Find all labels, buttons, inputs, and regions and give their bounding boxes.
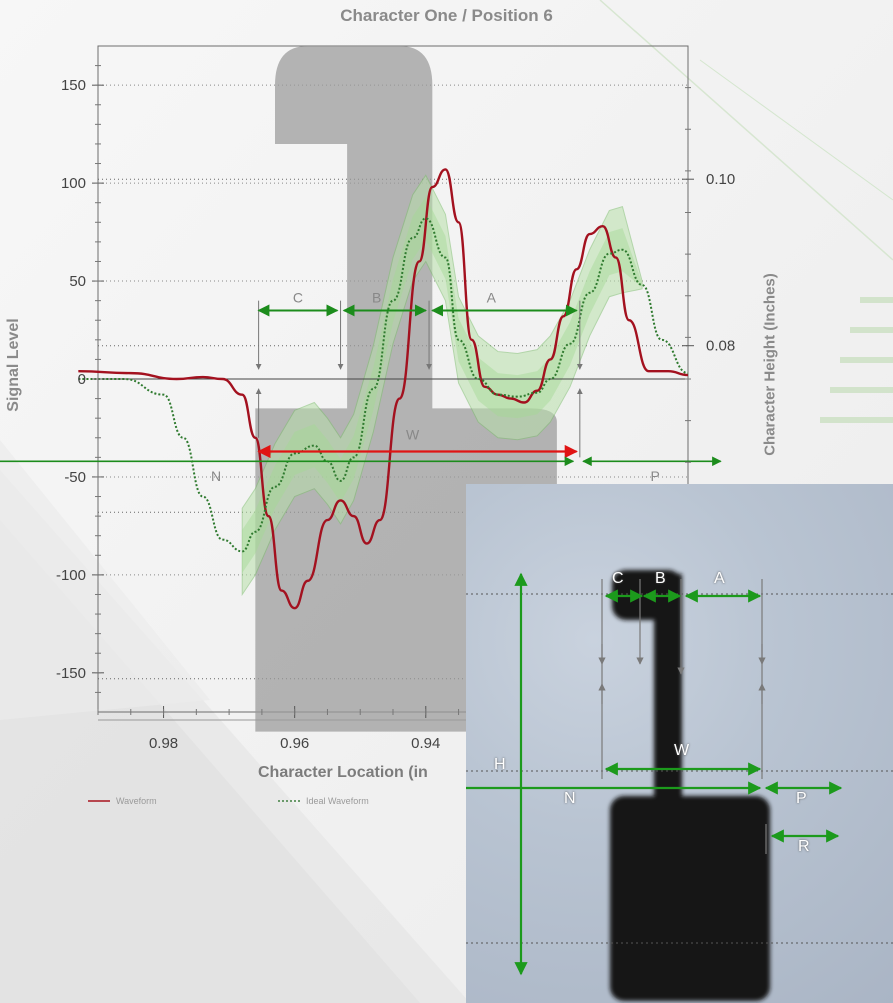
legend-waveform-swatch: [88, 800, 110, 802]
segment-annotations: C B A W N P: [0, 290, 722, 484]
inset-label-p: P: [796, 790, 807, 807]
x-axis-label: Character Location (in: [258, 764, 428, 781]
chart-title: Character One / Position 6: [340, 6, 553, 25]
left-tick-label: -50: [64, 469, 86, 486]
legend-waveform-label: Waveform: [116, 796, 157, 806]
inset-character-glyph: [610, 570, 770, 1001]
inset-green-arrows: [466, 572, 843, 976]
inset-drawing: [466, 570, 893, 1001]
left-tick-label: 50: [69, 273, 86, 290]
segment-label-w: W: [406, 427, 420, 443]
right-tick-label: 0.08: [706, 338, 735, 355]
inset-dotted-guides: [466, 593, 893, 944]
segment-label-n: N: [211, 468, 221, 484]
inset-label-a: A: [714, 570, 725, 587]
bottom-tick-label: 0.98: [149, 735, 178, 752]
inset-label-r: R: [798, 838, 810, 855]
legend-waveform: Waveform: [88, 796, 157, 806]
inset-label-n: N: [564, 790, 576, 807]
left-tick-label: -150: [56, 665, 86, 682]
inset-label-c: C: [612, 570, 624, 587]
left-axis-ticks: 150 100 50 0 -50 -100 -150: [56, 65, 104, 693]
right-tick-label: 0.10: [706, 171, 735, 188]
inset-label-h: H: [494, 756, 506, 773]
legend-ideal: Ideal Waveform: [278, 796, 369, 806]
right-axis-label: Character Height (Inches): [761, 273, 779, 456]
segment-label-c: C: [293, 290, 303, 306]
left-tick-label: 100: [61, 175, 86, 192]
left-tick-label: 0: [78, 371, 86, 388]
series-ideal-waveform: [78, 217, 689, 553]
inset-label-b: B: [655, 570, 666, 587]
inset-label-w: W: [674, 742, 690, 759]
segment-label-a: A: [487, 290, 497, 306]
bottom-tick-label: 0.96: [280, 735, 309, 752]
segment-label-b: B: [372, 290, 381, 306]
bottom-tick-label: 0.94: [411, 735, 440, 752]
left-tick-label: 150: [61, 77, 86, 94]
tolerance-band-inner: [242, 196, 643, 573]
legend-ideal-label: Ideal Waveform: [306, 796, 369, 806]
left-tick-label: -100: [56, 567, 86, 584]
character-photo-inset: C B A W N P R H: [466, 484, 893, 1003]
legend-ideal-swatch: [278, 800, 300, 802]
segment-label-p: P: [651, 468, 660, 484]
tolerance-band-outer: [241, 174, 643, 597]
left-axis-label: Signal Level: [5, 318, 22, 412]
